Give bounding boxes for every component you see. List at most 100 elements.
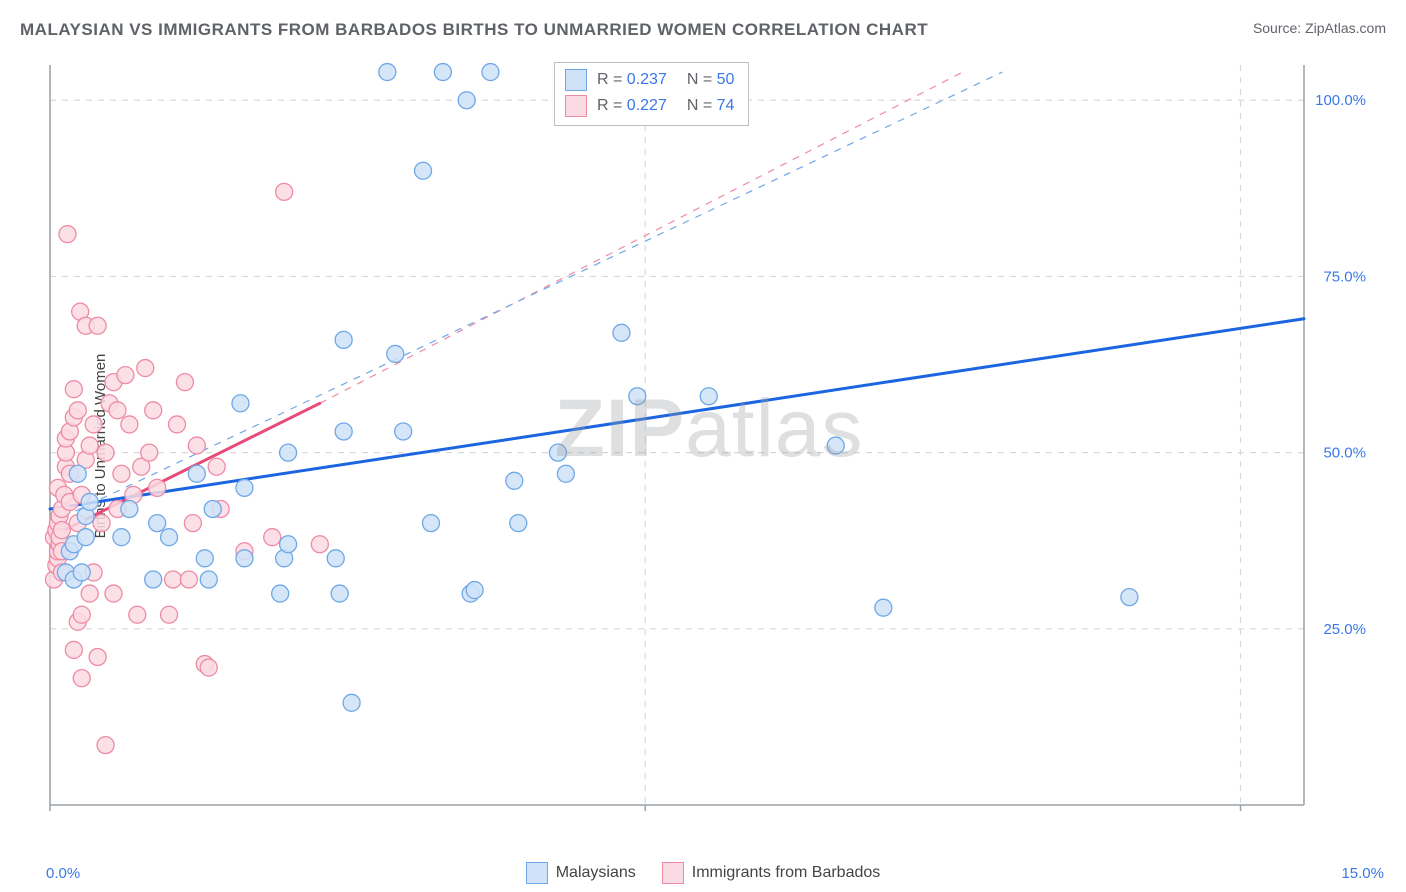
- data-point: [89, 649, 106, 666]
- data-point: [236, 550, 253, 567]
- data-point: [81, 437, 98, 454]
- data-point: [180, 571, 197, 588]
- data-point: [121, 501, 138, 518]
- data-point: [236, 479, 253, 496]
- data-point: [149, 515, 166, 532]
- data-point: [176, 374, 193, 391]
- stats-legend: R = 0.237N = 50R = 0.227N = 74: [554, 62, 749, 126]
- data-point: [506, 472, 523, 489]
- data-point: [141, 444, 158, 461]
- data-point: [458, 92, 475, 109]
- data-point: [97, 444, 114, 461]
- data-point: [327, 550, 344, 567]
- data-point: [280, 536, 297, 553]
- data-point: [73, 564, 90, 581]
- data-point: [232, 395, 249, 412]
- series-legend-item: Immigrants from Barbados: [662, 862, 881, 884]
- data-point: [53, 522, 70, 539]
- data-point: [188, 437, 205, 454]
- data-point: [422, 515, 439, 532]
- data-point: [165, 571, 182, 588]
- data-point: [415, 162, 432, 179]
- data-point: [69, 402, 86, 419]
- scatter-plot: 25.0%50.0%75.0%100.0% ZIPatlas: [44, 55, 1374, 835]
- data-point: [557, 465, 574, 482]
- y-tick-label: 100.0%: [1315, 92, 1366, 109]
- data-point: [613, 324, 630, 341]
- data-point: [168, 416, 185, 433]
- data-point: [85, 416, 102, 433]
- data-point: [97, 737, 114, 754]
- stats-legend-text: R = 0.227N = 74: [597, 93, 734, 119]
- data-point: [81, 585, 98, 602]
- data-point: [395, 423, 412, 440]
- data-point: [482, 64, 499, 81]
- data-point: [188, 465, 205, 482]
- legend-swatch: [565, 69, 587, 91]
- stats-legend-row: R = 0.227N = 74: [565, 93, 734, 119]
- data-point: [129, 606, 146, 623]
- data-point: [59, 226, 76, 243]
- series-legend-item: Malaysians: [526, 862, 636, 884]
- y-tick-label: 25.0%: [1323, 621, 1366, 638]
- data-point: [379, 64, 396, 81]
- data-point: [629, 388, 646, 405]
- data-point: [466, 582, 483, 599]
- data-point: [145, 402, 162, 419]
- data-point: [200, 659, 217, 676]
- data-point: [510, 515, 527, 532]
- data-point: [272, 585, 289, 602]
- data-point: [184, 515, 201, 532]
- data-point: [149, 479, 166, 496]
- data-point: [89, 317, 106, 334]
- series-legend-label: Malaysians: [556, 864, 636, 882]
- data-point: [161, 606, 178, 623]
- series-legend: Malaysians Immigrants from Barbados: [0, 862, 1406, 884]
- data-point: [113, 529, 130, 546]
- data-point: [280, 444, 297, 461]
- data-point: [549, 444, 566, 461]
- data-point: [65, 381, 82, 398]
- data-point: [77, 529, 94, 546]
- y-tick-label: 75.0%: [1323, 268, 1366, 285]
- data-point: [335, 423, 352, 440]
- data-point: [73, 606, 90, 623]
- data-point: [700, 388, 717, 405]
- data-point: [276, 183, 293, 200]
- data-point: [161, 529, 178, 546]
- data-point: [264, 529, 281, 546]
- legend-swatch: [565, 95, 587, 117]
- data-point: [387, 345, 404, 362]
- data-point: [200, 571, 217, 588]
- data-point: [93, 515, 110, 532]
- data-point: [1121, 589, 1138, 606]
- chart-title: MALAYSIAN VS IMMIGRANTS FROM BARBADOS BI…: [20, 20, 928, 40]
- data-point: [827, 437, 844, 454]
- data-point: [105, 585, 122, 602]
- data-point: [69, 465, 86, 482]
- data-point: [311, 536, 328, 553]
- stats-legend-text: R = 0.237N = 50: [597, 67, 734, 93]
- source-label: Source: ZipAtlas.com: [1253, 20, 1386, 36]
- data-point: [81, 493, 98, 510]
- data-point: [109, 402, 126, 419]
- series-legend-label: Immigrants from Barbados: [692, 864, 881, 882]
- data-point: [434, 64, 451, 81]
- data-point: [343, 694, 360, 711]
- legend-swatch: [526, 862, 548, 884]
- data-point: [204, 501, 221, 518]
- data-point: [335, 331, 352, 348]
- data-point: [331, 585, 348, 602]
- data-point: [121, 416, 138, 433]
- data-point: [196, 550, 213, 567]
- data-point: [145, 571, 162, 588]
- stats-legend-row: R = 0.237N = 50: [565, 67, 734, 93]
- data-point: [73, 670, 90, 687]
- data-point: [875, 599, 892, 616]
- data-point: [208, 458, 225, 475]
- data-point: [65, 641, 82, 658]
- data-point: [137, 360, 154, 377]
- data-point: [113, 465, 130, 482]
- data-point: [117, 367, 134, 384]
- legend-swatch: [662, 862, 684, 884]
